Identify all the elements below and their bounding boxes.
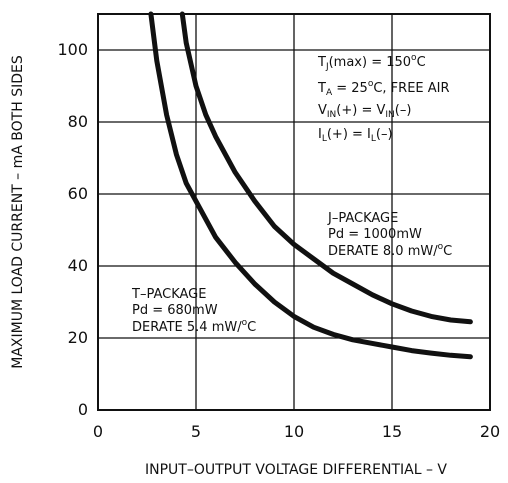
y-tick-label: 20 bbox=[68, 328, 88, 347]
condition-tj: TJ(max) = 150oC bbox=[317, 53, 426, 72]
series-line-j-package bbox=[179, 11, 473, 325]
t-package-derate: DERATE 5.4 mW/oC bbox=[132, 318, 256, 335]
y-axis-label: MAXIMUM LOAD CURRENT – mA BOTH SIDES bbox=[10, 55, 26, 369]
y-tick-label: 60 bbox=[68, 184, 88, 203]
tick-labels: 0 5 10 15 20 0 20 40 60 80 100 bbox=[57, 40, 500, 441]
t-package-name: T–PACKAGE bbox=[131, 287, 206, 302]
j-package-derate: DERATE 8.0 mW/oC bbox=[328, 242, 452, 259]
y-tick-label: 0 bbox=[78, 400, 88, 419]
condition-ta: TA = 25oC, FREE AIR bbox=[317, 79, 450, 98]
x-tick-label: 20 bbox=[480, 422, 500, 441]
x-tick-label: 15 bbox=[382, 422, 402, 441]
j-package-pd: Pd = 1000mW bbox=[328, 227, 422, 242]
t-package-pd: Pd = 680mW bbox=[132, 303, 218, 318]
condition-il: IL(+) = IL(–) bbox=[318, 127, 393, 144]
x-axis-label: INPUT–OUTPUT VOLTAGE DIFFERENTIAL – V bbox=[145, 462, 447, 478]
conditions-annotation: TJ(max) = 150oC TA = 25oC, FREE AIR VIN(… bbox=[317, 53, 450, 144]
y-tick-label: 80 bbox=[68, 112, 88, 131]
series-line-t-package bbox=[148, 11, 473, 360]
j-package-annotation: J–PACKAGE Pd = 1000mW DERATE 8.0 mW/oC bbox=[327, 211, 452, 259]
x-tick-label: 5 bbox=[191, 422, 201, 441]
condition-vin: VIN(+) = VIN(–) bbox=[318, 103, 411, 120]
j-package-name: J–PACKAGE bbox=[327, 211, 398, 226]
plot-frame bbox=[97, 13, 491, 411]
t-package-annotation: T–PACKAGE Pd = 680mW DERATE 5.4 mW/oC bbox=[131, 287, 256, 335]
y-tick-label: 40 bbox=[68, 256, 88, 275]
grid bbox=[98, 14, 490, 410]
x-tick-label: 10 bbox=[284, 422, 304, 441]
series-lines bbox=[148, 11, 473, 360]
x-tick-label: 0 bbox=[93, 422, 103, 441]
y-tick-label: 100 bbox=[57, 40, 88, 59]
